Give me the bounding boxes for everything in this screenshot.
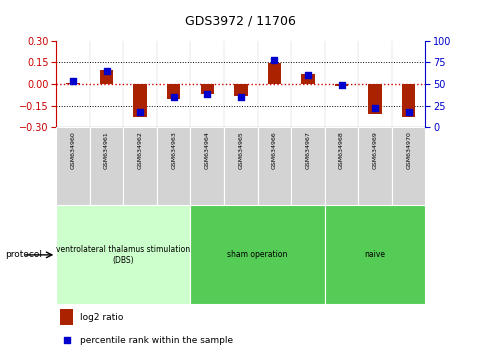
Bar — [56, 127, 90, 205]
Text: protocol: protocol — [5, 250, 42, 259]
Text: GSM634966: GSM634966 — [271, 131, 276, 169]
Text: sham operation: sham operation — [227, 250, 287, 259]
Text: GSM634961: GSM634961 — [104, 131, 109, 169]
Bar — [358, 127, 391, 205]
Point — [62, 337, 70, 343]
Text: GDS3972 / 11706: GDS3972 / 11706 — [185, 14, 296, 27]
Point — [236, 94, 244, 100]
Point — [370, 105, 378, 111]
Text: GSM634960: GSM634960 — [70, 131, 75, 169]
Bar — [66, 82, 80, 84]
Point — [169, 94, 177, 100]
Bar — [301, 74, 314, 84]
Bar — [367, 84, 381, 114]
Text: GSM634969: GSM634969 — [372, 131, 377, 169]
Bar — [200, 84, 214, 94]
Bar — [267, 63, 281, 84]
Bar — [334, 84, 347, 86]
Bar — [157, 127, 190, 205]
Bar — [324, 127, 358, 205]
Point — [69, 79, 77, 84]
Point — [337, 82, 345, 88]
Bar — [290, 127, 324, 205]
Text: ventrolateral thalamus stimulation
(DBS): ventrolateral thalamus stimulation (DBS) — [56, 245, 190, 264]
Bar — [60, 309, 73, 325]
Bar — [190, 127, 224, 205]
Text: percentile rank within the sample: percentile rank within the sample — [80, 336, 233, 345]
Bar — [324, 205, 425, 304]
Point — [136, 109, 144, 115]
Bar — [133, 84, 146, 116]
Bar — [234, 84, 247, 96]
Bar — [401, 84, 414, 117]
Bar — [257, 127, 290, 205]
Bar — [190, 205, 324, 304]
Bar — [56, 205, 190, 304]
Text: naive: naive — [364, 250, 385, 259]
Point — [102, 68, 110, 74]
Bar — [224, 127, 257, 205]
Bar — [166, 84, 180, 98]
Text: GSM634967: GSM634967 — [305, 131, 310, 169]
Bar — [123, 127, 157, 205]
Point — [203, 92, 211, 97]
Bar — [90, 127, 123, 205]
Point — [304, 73, 311, 78]
Text: GSM634965: GSM634965 — [238, 131, 243, 169]
Point — [404, 109, 412, 115]
Text: GSM634962: GSM634962 — [137, 131, 142, 169]
Text: log2 ratio: log2 ratio — [80, 313, 123, 322]
Text: GSM634964: GSM634964 — [204, 131, 209, 169]
Point — [270, 57, 278, 63]
Text: GSM634970: GSM634970 — [406, 131, 410, 169]
Text: GSM634968: GSM634968 — [338, 131, 344, 169]
Bar — [100, 70, 113, 84]
Bar — [391, 127, 425, 205]
Text: GSM634963: GSM634963 — [171, 131, 176, 169]
